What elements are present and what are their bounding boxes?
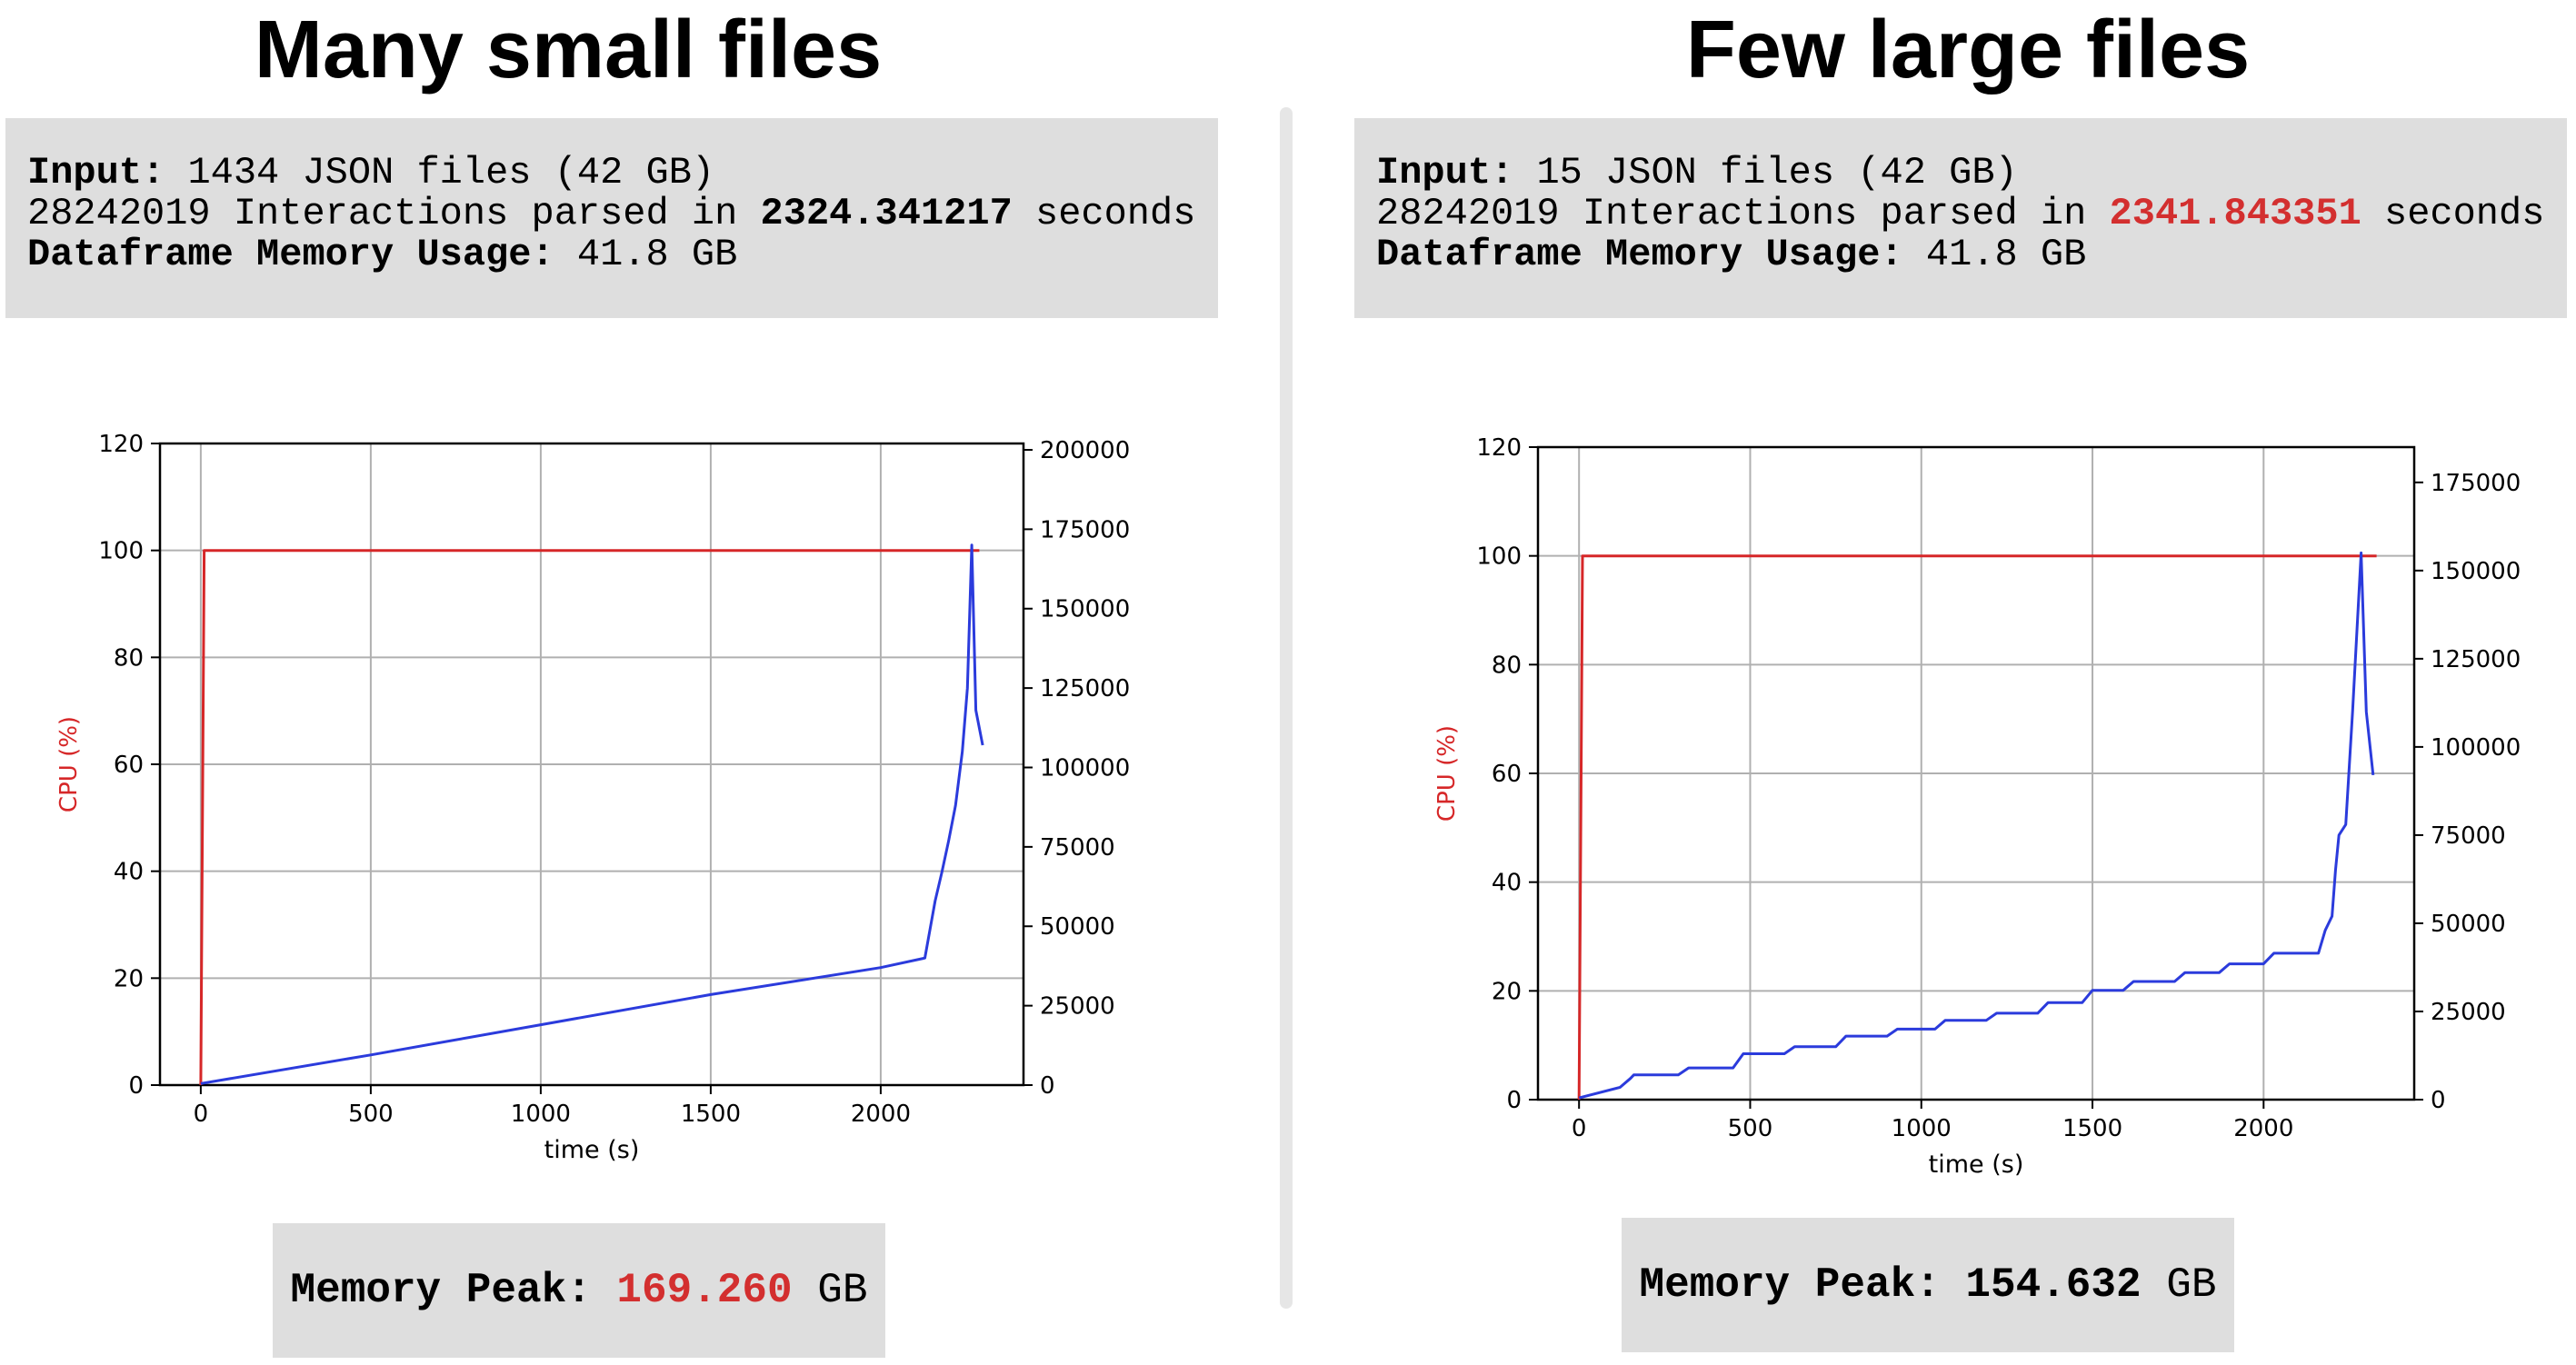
x-tick-label: 1500 — [2062, 1115, 2122, 1142]
memory-peak-value: 169.260 — [616, 1267, 793, 1314]
memory-usage-value: 41.8 GB — [554, 233, 738, 276]
parsed-suffix: seconds — [1012, 192, 1196, 235]
input-value: 15 JSON files (42 GB) — [1513, 151, 2018, 194]
parsed-prefix: 28242019 Interactions parsed in — [1376, 192, 2110, 235]
memory-series-line — [200, 543, 984, 1085]
memory-usage-label: Dataframe Memory Usage: — [1376, 233, 1903, 276]
y-tick-label: 100 — [1476, 543, 1522, 571]
right-panel-title: Few large files — [1685, 5, 2251, 95]
y-tick-label: 60 — [1492, 761, 1522, 788]
left-panel-title: Many small files — [254, 5, 883, 95]
y-tick-label: 40 — [1492, 870, 1522, 897]
memory-peak-value: 154.632 — [1965, 1261, 2142, 1309]
left-chart: 0 500 1000 1500 2000 0 20 40 60 80 100 120 0 25000 500… — [55, 431, 1130, 1164]
x-tick-label: 500 — [1728, 1115, 1773, 1142]
memory-usage-value: 41.8 GB — [1902, 233, 2087, 276]
y-axis-label: CPU (%) — [1433, 725, 1461, 822]
y2-tick-label: 125000 — [2431, 646, 2521, 673]
y2-tick-label: 0 — [2431, 1087, 2446, 1114]
right-memory-peak-box: Memory Peak: 154.632 GB — [1622, 1218, 2234, 1352]
y2-tick-label: 50000 — [2431, 911, 2506, 938]
y2-tick-label: 200000 — [1040, 437, 1130, 464]
y-tick-label: 80 — [1492, 652, 1522, 679]
memory-peak-label: Memory Peak: — [290, 1267, 617, 1314]
panel-divider — [1280, 107, 1293, 1309]
y2-tick-label: 100000 — [1040, 754, 1130, 782]
x-axis-label: time (s) — [544, 1136, 640, 1164]
y-tick-label: 20 — [1492, 978, 1522, 1005]
memory-peak-unit: GB — [2141, 1261, 2217, 1309]
input-label: Input: — [27, 151, 165, 194]
y2-tick-label: 175000 — [2431, 470, 2521, 497]
y-tick-label: 80 — [114, 644, 144, 672]
y2-tick-label: 50000 — [1040, 913, 1115, 941]
y2-tick-label: 75000 — [1040, 834, 1115, 862]
memory-peak-label: Memory Peak: — [1639, 1261, 1966, 1309]
y-tick-label: 120 — [1476, 434, 1522, 462]
y-tick-label: 40 — [114, 859, 144, 886]
y2-tick-label: 25000 — [1040, 993, 1115, 1021]
right-info-box: Input: 15 JSON files (42 GB) 28242019 In… — [1354, 118, 2567, 318]
y-axis-label: CPU (%) — [55, 716, 83, 812]
x-tick-label: 1000 — [1892, 1115, 1952, 1142]
right-chart: 0 500 1000 1500 2000 0 20 40 60 80 100 120 0 25000 500… — [1433, 434, 2521, 1179]
y2-tick-label: 25000 — [2431, 999, 2506, 1026]
input-label: Input: — [1376, 151, 1514, 194]
x-tick-label: 2000 — [851, 1101, 911, 1128]
x-tick-label: 0 — [1572, 1115, 1587, 1142]
y2-tick-label: 125000 — [1040, 675, 1130, 702]
cpu-series-line — [199, 549, 980, 1086]
cpu-series-line — [1577, 554, 2377, 1101]
y2-tick-label: 100000 — [2431, 734, 2521, 762]
y-tick-label: 120 — [98, 431, 144, 458]
memory-peak-unit: GB — [792, 1267, 868, 1314]
x-tick-label: 1000 — [511, 1101, 571, 1128]
y-tick-label: 100 — [98, 538, 144, 565]
y2-tick-label: 150000 — [2431, 558, 2521, 585]
y-tick-label: 20 — [114, 965, 144, 992]
x-tick-label: 500 — [348, 1101, 394, 1128]
memory-usage-label: Dataframe Memory Usage: — [27, 233, 554, 276]
parsed-prefix: 28242019 Interactions parsed in — [27, 192, 761, 235]
y-tick-label: 60 — [114, 752, 144, 779]
parsed-seconds: 2341.843351 — [2109, 192, 2361, 235]
left-info-box: Input: 1434 JSON files (42 GB) 28242019 … — [5, 118, 1218, 318]
y2-tick-label: 75000 — [2431, 822, 2506, 850]
y2-tick-label: 0 — [1040, 1072, 1055, 1100]
y-tick-label: 0 — [1506, 1087, 1522, 1114]
y-tick-label: 0 — [128, 1072, 144, 1100]
x-tick-label: 2000 — [2233, 1115, 2293, 1142]
input-value: 1434 JSON files (42 GB) — [165, 151, 715, 194]
x-tick-label: 0 — [194, 1101, 209, 1128]
x-tick-label: 1500 — [681, 1101, 741, 1128]
x-axis-label: time (s) — [1929, 1151, 2024, 1179]
y2-tick-label: 150000 — [1040, 596, 1130, 623]
parsed-suffix: seconds — [2361, 192, 2545, 235]
memory-series-line — [1578, 551, 2375, 1100]
parsed-seconds: 2324.341217 — [760, 192, 1013, 235]
y2-tick-label: 175000 — [1040, 516, 1130, 543]
left-memory-peak-box: Memory Peak: 169.260 GB — [273, 1223, 885, 1358]
